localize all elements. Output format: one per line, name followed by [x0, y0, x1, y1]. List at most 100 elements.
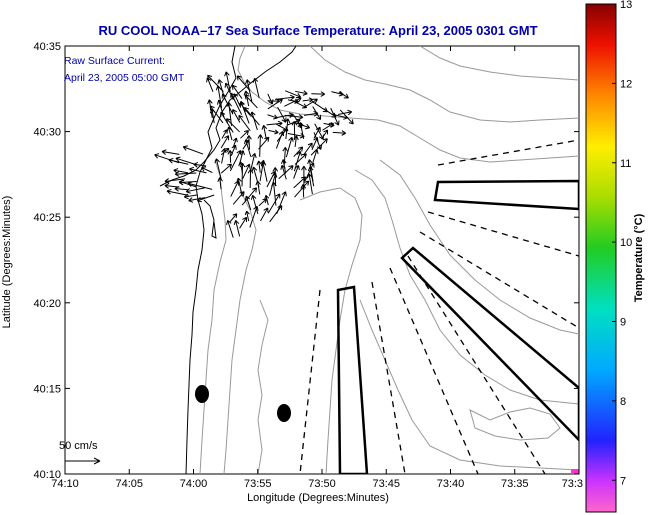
current-vector [244, 94, 258, 109]
current-vector [255, 180, 261, 195]
current-vector [242, 163, 251, 179]
y-tick-label: 40:25 [33, 212, 61, 224]
current-vector [226, 126, 233, 141]
radar-range-lines [299, 139, 579, 474]
current-vector [214, 158, 222, 180]
x-tick-label: 73:40 [437, 478, 465, 490]
x-tick-label: 74:05 [115, 478, 143, 490]
current-vector [338, 91, 349, 99]
colorbar-tick-label: 13 [620, 0, 632, 11]
current-vector [232, 109, 241, 123]
current-vector [275, 131, 285, 149]
x-tick-label: 73:55 [244, 478, 272, 490]
colorbar-label: Temperature (°C) [633, 213, 645, 302]
sst-pixel-patch [571, 469, 579, 474]
x-tick-label: 74:10 [51, 478, 79, 490]
colorbar-tick-label: 9 [620, 317, 626, 329]
scale-arrow [65, 457, 101, 465]
current-vector [258, 198, 268, 207]
colorbar-tick-label: 10 [620, 237, 632, 249]
mooring-marker-1 [195, 385, 209, 403]
current-vector [244, 210, 250, 222]
current-vector [224, 71, 231, 93]
current-vector [330, 107, 340, 126]
current-vector [260, 161, 268, 182]
current-vector [179, 179, 197, 188]
current-vector [229, 150, 242, 172]
x-axis: 74:10 74:05 74:00 73:55 73:50 73:45 73:40 73:35… [51, 46, 583, 490]
y-axis: 40:35 40:30 40:25 40:20 40:15 40:10 [33, 41, 579, 481]
current-vector [272, 167, 279, 187]
x-tick-label: 74:00 [180, 478, 208, 490]
current-vector [257, 134, 264, 157]
current-vector [232, 191, 245, 205]
current-vector [226, 102, 233, 126]
current-note-line2: April 23, 2005 05:00 GMT [64, 72, 185, 84]
x-axis-label: Longitude (Degrees:Minutes) [247, 492, 389, 504]
current-vector [294, 121, 311, 130]
current-vector [182, 145, 204, 155]
current-vector [189, 166, 207, 174]
current-vector [269, 205, 283, 223]
current-vector [244, 195, 252, 211]
current-vector [225, 118, 240, 133]
current-vector [250, 111, 258, 131]
current-vector [193, 161, 207, 168]
current-vector [217, 99, 225, 118]
current-vector [300, 184, 307, 198]
current-vector [284, 114, 304, 120]
x-tick-label: 73:45 [372, 478, 400, 490]
current-vector [215, 85, 223, 109]
current-vector [293, 164, 300, 179]
current-vector [201, 166, 213, 174]
current-vector [250, 194, 259, 215]
current-vector [238, 114, 251, 132]
current-vector [229, 213, 238, 223]
current-vector [332, 113, 349, 120]
y-tick-label: 40:35 [33, 41, 61, 53]
y-tick-label: 40:30 [33, 127, 61, 139]
current-vector [187, 181, 213, 190]
current-vector [174, 186, 189, 192]
y-tick-label: 40:15 [33, 383, 61, 395]
current-vector [291, 120, 298, 140]
coverage-polygons [336, 179, 579, 474]
current-vector [306, 173, 313, 195]
current-vector [311, 137, 319, 150]
current-vector [261, 124, 268, 140]
current-vector [268, 129, 279, 135]
current-vector [303, 98, 318, 108]
colorbar-tick-label: 12 [620, 78, 632, 90]
current-vector [166, 188, 189, 196]
current-vector [302, 97, 314, 103]
current-vector [239, 162, 246, 187]
current-vector [233, 220, 241, 237]
current-vector [168, 157, 189, 165]
current-vector [245, 79, 253, 102]
current-vector [224, 82, 234, 101]
current-vector [312, 149, 319, 163]
current-vector [321, 129, 329, 140]
colorbar-tick-label: 7 [620, 475, 626, 487]
current-note-line1: Raw Surface Current: [64, 55, 165, 67]
current-vector [196, 194, 215, 203]
current-vector [243, 90, 250, 107]
current-vector [239, 216, 248, 229]
current-vector [284, 97, 302, 107]
current-vector [293, 135, 299, 148]
current-vector [284, 118, 291, 140]
current-vector [220, 147, 230, 156]
current-vector [298, 121, 305, 139]
chart-title: RU COOL NOAA–17 Sea Surface Temperature:… [98, 23, 537, 38]
current-vector [183, 193, 198, 200]
current-vector [231, 84, 243, 99]
current-vector [236, 177, 243, 197]
current-vector [240, 130, 249, 139]
current-vector [267, 98, 283, 110]
current-vector [164, 183, 180, 189]
current-vector [313, 126, 321, 139]
current-vector [338, 109, 353, 116]
current-vector [220, 135, 230, 149]
current-vector [161, 149, 180, 155]
